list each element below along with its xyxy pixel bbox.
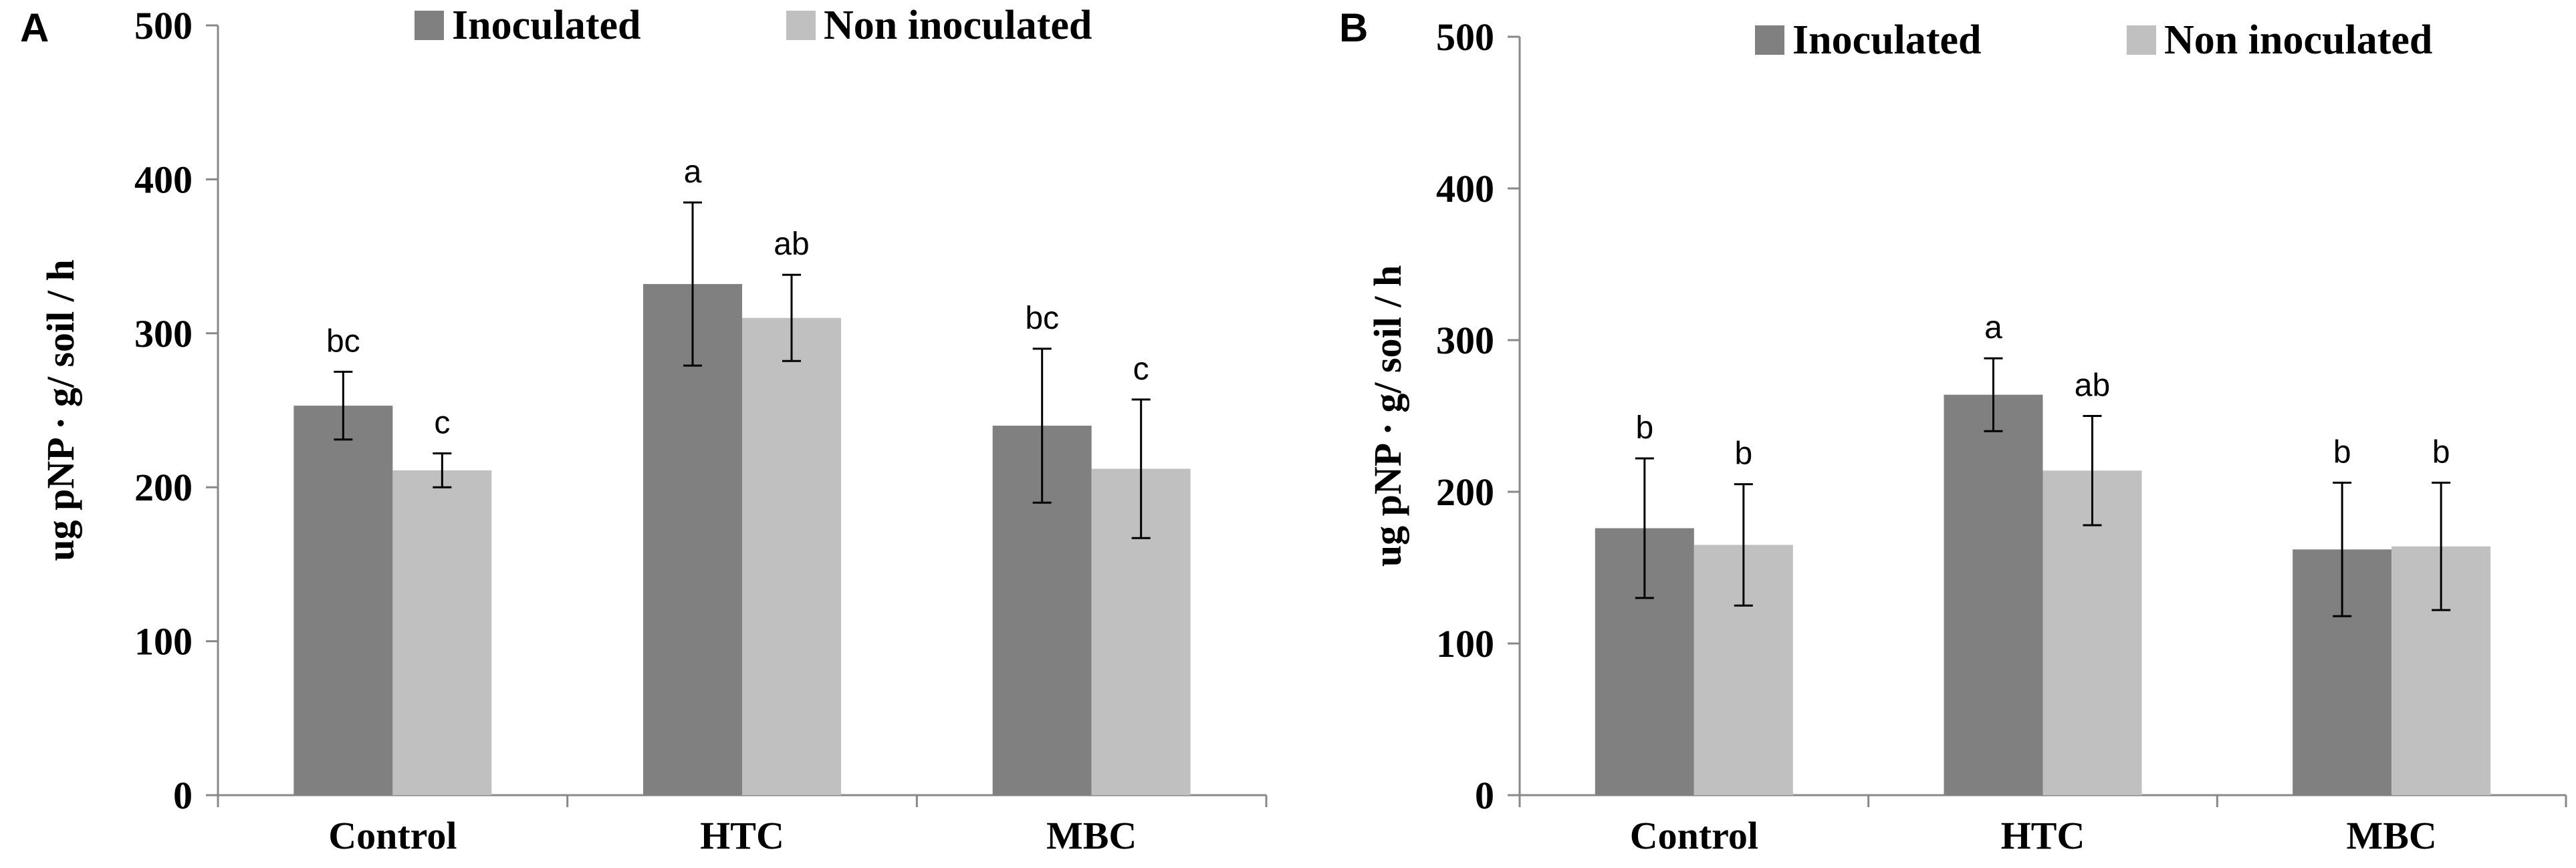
legend-swatch [1755, 25, 1784, 55]
panel-label: B [1339, 5, 1368, 50]
y-tick-label: 200 [134, 466, 193, 509]
significance-label: bc [1025, 301, 1059, 336]
y-axis-label: ug pNP · g/ soil / h [39, 259, 82, 561]
legend-swatch [415, 11, 444, 40]
bar [742, 317, 841, 795]
y-tick-label: 200 [1436, 470, 1494, 514]
x-tick-label: MBC [2347, 814, 2437, 857]
y-tick-label: 100 [1436, 622, 1494, 666]
y-tick-label: 300 [134, 312, 193, 355]
legend-swatch [2127, 25, 2156, 55]
y-axis-label: ug pNP · g/ soil / h [1366, 265, 1409, 567]
legend-swatch [786, 11, 816, 40]
y-tick-label: 500 [1436, 15, 1494, 59]
significance-label: ab [2075, 368, 2110, 404]
y-tick-label: 100 [134, 620, 193, 664]
y-tick-label: 300 [1436, 319, 1494, 362]
legend-label: Inoculated [1792, 17, 1981, 63]
significance-label: b [1734, 436, 1752, 472]
significance-label: b [2333, 434, 2351, 470]
significance-label: a [684, 154, 702, 190]
legend-label: Non inoculated [2164, 17, 2432, 63]
significance-label: a [1984, 310, 2002, 345]
y-tick-label: 400 [1436, 167, 1494, 210]
y-tick-label: 0 [173, 774, 193, 817]
bar [294, 406, 393, 795]
x-tick-label: Control [328, 814, 457, 857]
significance-label: c [1133, 351, 1149, 387]
legend-label: Non inoculated [824, 3, 1092, 48]
y-tick-label: 500 [134, 4, 193, 47]
significance-label: bc [326, 323, 360, 359]
x-tick-label: Control [1630, 814, 1758, 857]
chart-panel-a: A 0 100 200 300 400 500 ug pNP · g/ soil / h Con… [20, 3, 1268, 857]
bar [1944, 394, 2043, 795]
x-tick-label: MBC [1046, 814, 1137, 857]
panel-label: A [20, 5, 49, 50]
y-tick-label: 400 [134, 158, 193, 201]
significance-label: ab [774, 227, 809, 262]
chart-panel-b: B 0 100 200 300 400 500 ug pNP · g/ soil / h Con… [1339, 5, 2567, 857]
x-tick-label: HTC [2001, 814, 2085, 857]
significance-label: b [1635, 410, 1653, 446]
y-tick-label: 0 [1475, 774, 1494, 817]
significance-label: b [2432, 434, 2450, 470]
significance-label: c [434, 406, 450, 441]
x-tick-label: HTC [700, 814, 784, 857]
bar [643, 284, 742, 795]
legend-label: Inoculated [452, 3, 640, 48]
bar [392, 470, 492, 795]
